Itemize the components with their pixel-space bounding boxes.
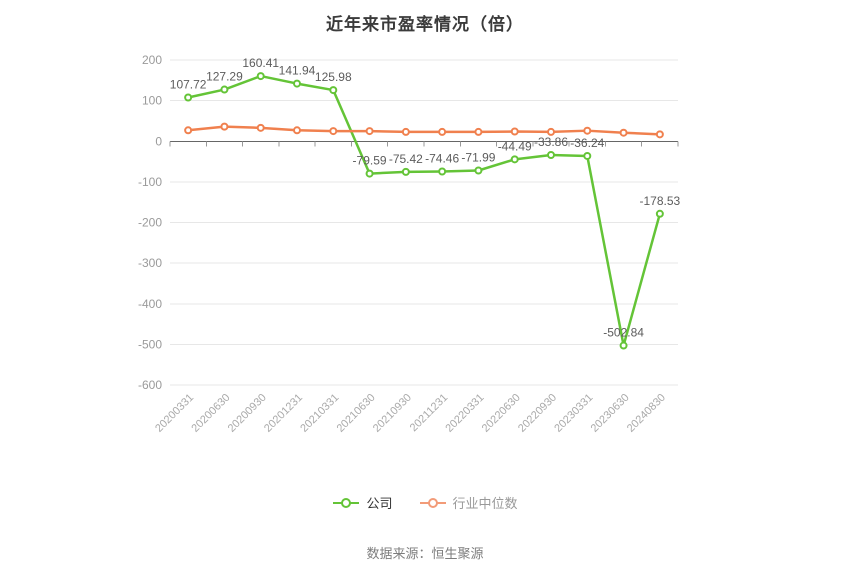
data-point[interactable] [510,155,519,164]
svg-text:20220930: 20220930 [516,392,559,435]
data-point[interactable] [184,126,193,135]
svg-text:-178.53: -178.53 [640,194,681,208]
data-point[interactable] [365,169,374,178]
data-point[interactable] [401,127,410,136]
data-source-note: 数据来源：恒生聚源 [366,546,484,561]
chart-title: 近年来市盈率情况（倍） [326,15,524,34]
svg-text:-600: -600 [138,378,162,392]
data-point[interactable] [619,128,628,137]
svg-text:107.72: 107.72 [170,77,207,91]
svg-text:20220630: 20220630 [480,392,523,435]
y-axis-labels: 200 100 0 -100 -200 -300 -400 -500 -600 [138,53,162,392]
svg-text:-75.42: -75.42 [389,152,423,166]
data-point[interactable] [547,151,555,160]
data-point[interactable] [474,127,483,136]
data-point[interactable] [438,127,447,136]
svg-text:20200630: 20200630 [189,392,232,435]
data-point[interactable] [184,93,193,102]
svg-text:-100: -100 [138,175,162,189]
svg-text:100: 100 [142,94,162,108]
grid-lines [170,59,678,386]
svg-text:160.41: 160.41 [242,56,279,70]
svg-text:20210930: 20210930 [371,392,414,435]
data-point[interactable] [220,85,229,94]
chart-legend: 公司 行业中位数 [0,493,850,512]
svg-text:127.29: 127.29 [206,70,243,84]
data-point[interactable] [474,166,483,175]
svg-text:-44.49: -44.49 [498,139,532,153]
pe-ratio-line-chart: 2001000-100-200-300-400-500-600202003312… [138,53,681,435]
svg-text:20240830: 20240830 [625,392,668,435]
series-company [184,72,664,350]
data-point[interactable] [438,167,447,176]
series-industry-median [184,122,664,139]
data-point[interactable] [256,72,265,81]
data-point[interactable] [293,79,301,88]
svg-text:20200930: 20200930 [226,392,269,435]
data-point[interactable] [547,127,555,136]
svg-text:125.98: 125.98 [315,70,352,84]
data-point[interactable] [256,123,265,132]
x-axis-labels: 2020033120200630202009302020123120210331… [153,392,668,435]
svg-text:-200: -200 [138,216,162,230]
svg-text:20210331: 20210331 [298,392,341,435]
data-point[interactable] [329,86,338,95]
legend-label-industry-median: 行业中位数 [452,496,518,511]
svg-text:141.94: 141.94 [279,64,316,78]
x-axis-ticks [169,141,679,147]
data-point[interactable] [583,151,592,160]
data-point[interactable] [619,341,628,350]
data-point[interactable] [510,127,519,136]
svg-text:20210630: 20210630 [335,392,378,435]
legend-item-industry-median[interactable]: 行业中位数 [419,493,518,512]
svg-text:20220331: 20220331 [443,392,486,435]
svg-text:20230331: 20230331 [552,392,595,435]
data-point[interactable] [401,167,410,176]
data-point[interactable] [329,127,338,136]
company-series-icon [333,497,360,508]
svg-text:-400: -400 [138,297,162,311]
legend-item-company[interactable]: 公司 [332,493,393,512]
data-point[interactable] [220,122,229,131]
data-point[interactable] [583,126,592,135]
industry-median-series-icon [419,497,446,508]
svg-text:200: 200 [142,53,162,67]
legend-label-company: 公司 [366,496,393,511]
data-point[interactable] [293,126,301,135]
svg-text:-500: -500 [138,337,162,351]
svg-text:0: 0 [155,134,162,148]
svg-text:-36.24: -36.24 [570,136,604,150]
data-point[interactable] [655,209,664,218]
svg-text:-300: -300 [138,256,162,270]
svg-text:-71.99: -71.99 [461,150,495,164]
svg-text:-74.46: -74.46 [425,151,459,165]
svg-text:20201231: 20201231 [262,392,305,435]
svg-text:-79.59: -79.59 [353,154,387,168]
svg-text:-502.84: -502.84 [603,326,644,340]
svg-text:20230630: 20230630 [589,392,632,435]
svg-text:-33.86: -33.86 [534,135,568,149]
svg-text:20200331: 20200331 [153,392,196,435]
data-point[interactable] [655,130,664,139]
data-point[interactable] [365,127,374,136]
